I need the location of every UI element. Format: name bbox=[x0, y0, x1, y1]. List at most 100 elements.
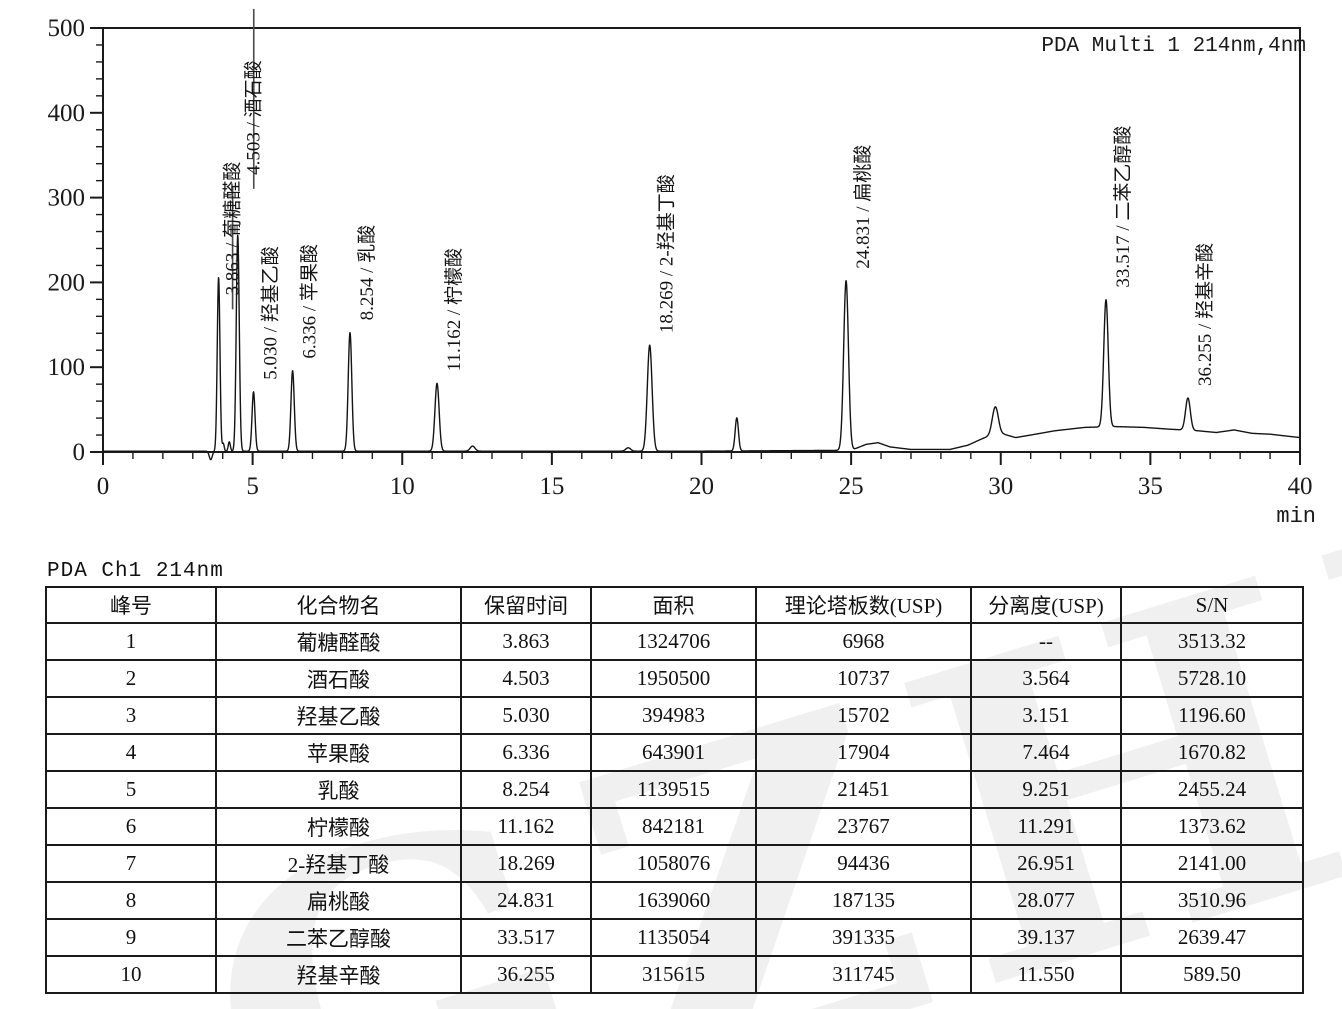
table-cell: 5 bbox=[45, 770, 217, 809]
table-cell: 6 bbox=[45, 807, 217, 846]
table-cell: 1 bbox=[45, 622, 217, 661]
column-header: 理论塔板数(USP) bbox=[755, 586, 972, 624]
table-cell: 9 bbox=[45, 918, 217, 957]
table-cell: 1950500 bbox=[590, 659, 757, 698]
table-cell: 3.863 bbox=[460, 622, 592, 661]
peak-label-text: 5.030 / 羟基乙酸 bbox=[260, 246, 282, 380]
table-cell: 乳酸 bbox=[215, 770, 462, 809]
x-tick-label: 20 bbox=[689, 473, 714, 500]
table-cell: 394983 bbox=[590, 696, 757, 735]
table-cell: 23767 bbox=[755, 807, 972, 846]
table-cell: 7 bbox=[45, 844, 217, 883]
peak-label: 11.162 / 柠檬酸 bbox=[443, 248, 465, 371]
peak-label-text: 33.517 / 二苯乙醇酸 bbox=[1112, 126, 1134, 288]
table-cell: 11.162 bbox=[460, 807, 592, 846]
table-row: 5 乳酸 8.254 1139515 21451 9.251 2455.24 bbox=[45, 770, 1304, 809]
peak-label: 8.254 / 乳酸 bbox=[356, 225, 378, 321]
table-cell: 5728.10 bbox=[1120, 659, 1304, 698]
table-cell: 8 bbox=[45, 881, 217, 920]
table-cell: 11.291 bbox=[970, 807, 1122, 846]
y-tick-label: 100 bbox=[48, 354, 86, 381]
x-axis-unit: min bbox=[1276, 504, 1316, 529]
table-cell: 羟基辛酸 bbox=[215, 955, 462, 994]
table-cell: 9.251 bbox=[970, 770, 1122, 809]
column-header: 峰号 bbox=[45, 586, 217, 624]
peak-table-section: PDA Ch1 214nm 峰号 化合物名 保留时间 面积 理论塔板数(USP) 分离度(… bbox=[45, 560, 1304, 994]
table-cell: 二苯乙醇酸 bbox=[215, 918, 462, 957]
peak-label-text: 6.336 / 苹果酸 bbox=[299, 244, 321, 359]
table-cell: 扁桃酸 bbox=[215, 881, 462, 920]
column-header: 保留时间 bbox=[460, 586, 592, 624]
x-tick-label: 0 bbox=[97, 473, 110, 500]
table-row: 9 二苯乙醇酸 33.517 1135054 391335 39.137 2639.47 bbox=[45, 918, 1304, 957]
table-cell: 36.255 bbox=[460, 955, 592, 994]
peak-label: 24.831 / 扁桃酸 bbox=[852, 145, 874, 269]
table-cell: 39.137 bbox=[970, 918, 1122, 957]
x-tick-label: 10 bbox=[390, 473, 415, 500]
table-cell: 17904 bbox=[755, 733, 972, 772]
chromatogram: 0 100 200 300 400 500 0 5 10 15 20 25 30 35 40 min PDA M… bbox=[48, 8, 1316, 529]
table-cell: 26.951 bbox=[970, 844, 1122, 883]
table-cell: 1196.60 bbox=[1120, 696, 1304, 735]
table-cell: 苹果酸 bbox=[215, 733, 462, 772]
table-header-row: 峰号 化合物名 保留时间 面积 理论塔板数(USP) 分离度(USP) S/N bbox=[45, 586, 1304, 624]
table-cell: 3510.96 bbox=[1120, 881, 1304, 920]
peak-label: 4.503 / 酒石酸 bbox=[243, 8, 265, 189]
table-cell: 3.151 bbox=[970, 696, 1122, 735]
table-cell: 1373.62 bbox=[1120, 807, 1304, 846]
table-cell: 3.564 bbox=[970, 659, 1122, 698]
y-tick-label: 300 bbox=[48, 185, 86, 212]
table-cell: 24.831 bbox=[460, 881, 592, 920]
table-cell: 1139515 bbox=[590, 770, 757, 809]
x-tick-label: 15 bbox=[539, 473, 564, 500]
column-header: S/N bbox=[1120, 586, 1304, 624]
table-row: 6 柠檬酸 11.162 842181 23767 11.291 1373.62 bbox=[45, 807, 1304, 846]
table-cell: 1135054 bbox=[590, 918, 757, 957]
peak-table-title: PDA Ch1 214nm bbox=[47, 560, 224, 583]
table-cell: 18.269 bbox=[460, 844, 592, 883]
table-cell: 589.50 bbox=[1120, 955, 1304, 994]
table-cell: 21451 bbox=[755, 770, 972, 809]
peak-label: 6.336 / 苹果酸 bbox=[299, 244, 321, 359]
table-cell: -- bbox=[970, 622, 1122, 661]
peak-label: 36.255 / 羟基辛酸 bbox=[1194, 243, 1216, 386]
table-cell: 3 bbox=[45, 696, 217, 735]
table-cell: 11.550 bbox=[970, 955, 1122, 994]
table-row: 1 葡糖醛酸 3.863 1324706 6968 -- 3513.32 bbox=[45, 622, 1304, 661]
peak-label-text: 11.162 / 柠檬酸 bbox=[443, 248, 465, 371]
x-axis-labels: 0 5 10 15 20 25 30 35 40 min bbox=[97, 473, 1316, 529]
table-cell: 33.517 bbox=[460, 918, 592, 957]
table-cell: 1324706 bbox=[590, 622, 757, 661]
x-axis-ticks bbox=[102, 452, 1301, 465]
column-header: 化合物名 bbox=[215, 586, 462, 624]
chromatogram-trace bbox=[102, 234, 1301, 461]
table-cell: 5.030 bbox=[460, 696, 592, 735]
table-cell: 311745 bbox=[755, 955, 972, 994]
table-cell: 10 bbox=[45, 955, 217, 994]
table-cell: 10737 bbox=[755, 659, 972, 698]
peak-label: 5.030 / 羟基乙酸 bbox=[260, 246, 282, 380]
table-cell: 2141.00 bbox=[1120, 844, 1304, 883]
table-cell: 2-羟基丁酸 bbox=[215, 844, 462, 883]
y-tick-label: 400 bbox=[48, 100, 86, 127]
table-cell: 94436 bbox=[755, 844, 972, 883]
peak-label-text: 4.503 / 酒石酸 bbox=[243, 60, 265, 175]
peak-label: 3.863 / 葡糖醛酸 bbox=[222, 162, 244, 310]
table-cell: 2455.24 bbox=[1120, 770, 1304, 809]
x-tick-label: 30 bbox=[988, 473, 1013, 500]
table-cell: 8.254 bbox=[460, 770, 592, 809]
table-row: 10 羟基辛酸 36.255 315615 311745 11.550 589.50 bbox=[45, 955, 1304, 994]
x-tick-label: 40 bbox=[1288, 473, 1313, 500]
peak-label-text: 18.269 / 2-羟基丁酸 bbox=[656, 174, 678, 333]
table-cell: 2 bbox=[45, 659, 217, 698]
x-tick-label: 25 bbox=[839, 473, 864, 500]
trace bbox=[102, 234, 1301, 461]
table-row: 7 2-羟基丁酸 18.269 1058076 94436 26.951 2141.00 bbox=[45, 844, 1304, 883]
table-cell: 15702 bbox=[755, 696, 972, 735]
table-cell: 1058076 bbox=[590, 844, 757, 883]
table-cell: 842181 bbox=[590, 807, 757, 846]
peak-label-text: 36.255 / 羟基辛酸 bbox=[1194, 243, 1216, 386]
y-axis-labels: 0 100 200 300 400 500 bbox=[48, 15, 86, 466]
